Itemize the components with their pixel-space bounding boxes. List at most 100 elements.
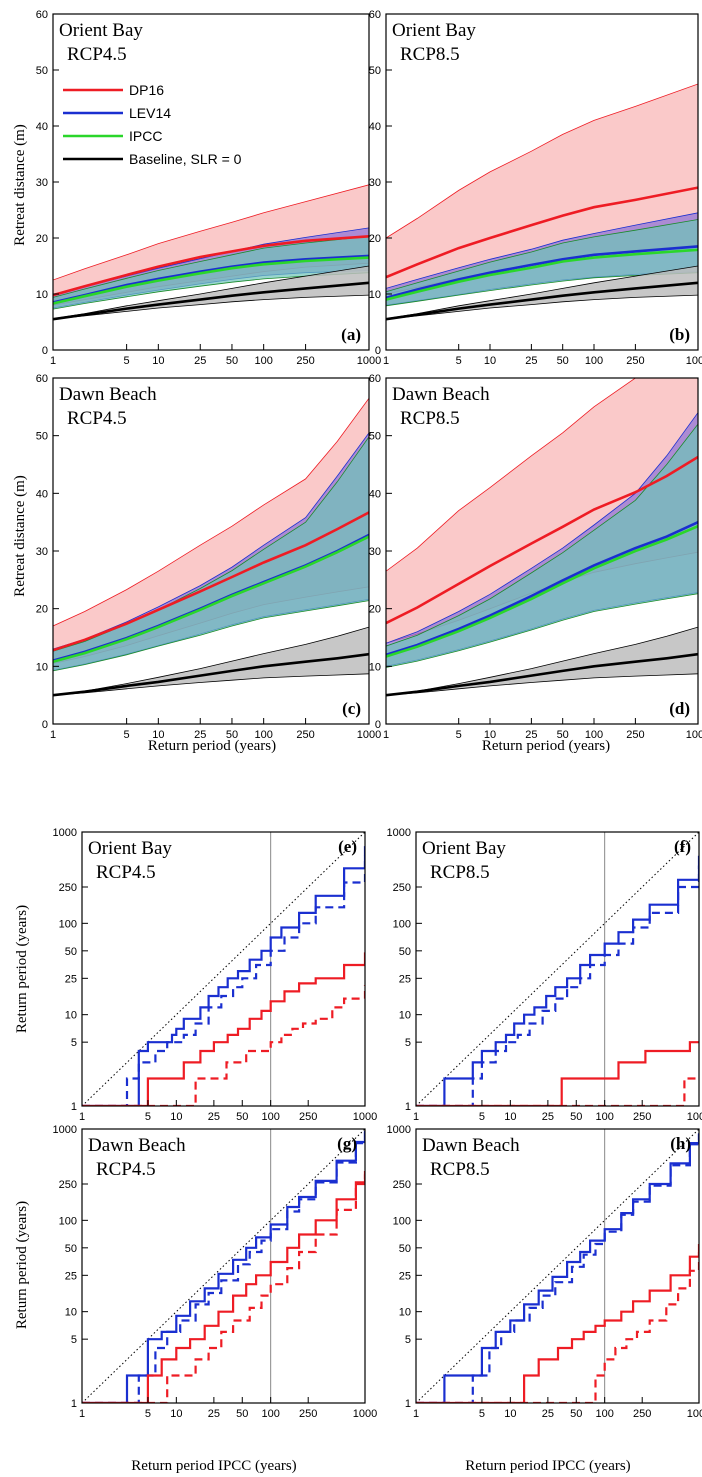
series-line-d-1: [386, 521, 698, 657]
series-line-g-0: [82, 1131, 365, 1403]
band-edge-d-3-low: [386, 673, 698, 696]
panel-d: 1 5 10 25 50 100 250 1000 0 10 20 30 40 50 60 Dawn Beac…: [369, 373, 702, 741]
band-edge-a-3-high: [53, 265, 369, 319]
ytick-label-f-5: 5: [405, 1037, 411, 1049]
xtick-label-b-250: 250: [626, 355, 644, 367]
xtick-label-h-1000: 1000: [687, 1408, 702, 1420]
xtick-label-a-25: 25: [194, 355, 206, 367]
band-edge-a-0-high: [53, 184, 369, 281]
panel-title-c: Dawn Beach: [59, 384, 157, 405]
xtick-label-d-250: 250: [626, 729, 644, 741]
xtick-label-g-5: 5: [145, 1408, 151, 1420]
ytick-label-c-10: 10: [36, 661, 48, 673]
xtick-label-g-1000: 1000: [353, 1408, 377, 1420]
ylabel-rp-e: Return period (years): [14, 905, 30, 1033]
xtick-label-b-50: 50: [557, 355, 569, 367]
axes-frame-h: [415, 1128, 700, 1404]
ytick-label-e-5: 5: [71, 1037, 77, 1049]
panel-title-g: Dawn Beach: [88, 1135, 186, 1156]
ytick-label-b-60: 60: [369, 9, 381, 21]
ytick-label-g-50: 50: [65, 1243, 77, 1255]
ytick-label-g-250: 250: [59, 1179, 77, 1191]
series-line-b-2: [386, 248, 698, 301]
xtick-label-e-25: 25: [208, 1111, 220, 1123]
series-line-f-2: [416, 1041, 699, 1106]
band-edge-b-0-high: [386, 83, 698, 239]
band-a-3: [53, 266, 369, 320]
ytick-label-h-25: 25: [399, 1270, 411, 1282]
xtick-label-g-100: 100: [261, 1408, 279, 1420]
xtick-label-c-1000: 1000: [357, 729, 381, 741]
xlabel-return-period-c: Return period (years): [148, 738, 276, 754]
xtick-label-e-100: 100: [261, 1111, 279, 1123]
xtick-label-h-5: 5: [479, 1408, 485, 1420]
ytick-label-a-50: 50: [36, 65, 48, 77]
xtick-label-d-100: 100: [585, 729, 603, 741]
legend-label-3: Baseline, SLR = 0: [129, 151, 242, 167]
series-line-c-0: [53, 511, 369, 652]
panel-title-b: Orient Bay: [392, 20, 476, 41]
ytick-label-e-1000: 1000: [53, 827, 77, 839]
band-edge-a-2-high: [53, 235, 369, 298]
ylabel-retreat-top: Retreat distance (m): [12, 124, 28, 246]
panel-label-c: (c): [342, 699, 361, 718]
plot-area-g: [82, 1129, 365, 1403]
xtick-label-d-1000: 1000: [686, 729, 702, 741]
reference-line-g: [82, 1129, 365, 1403]
series-line-c-2: [53, 535, 369, 663]
xtick-label-c-50: 50: [226, 729, 238, 741]
xtick-label-d-25: 25: [525, 729, 537, 741]
xtick-label-f-1: 1: [413, 1111, 419, 1123]
ytick-label-g-1: 1: [71, 1398, 77, 1410]
reference-line-e: [82, 832, 365, 1106]
ytick-label-a-30: 30: [36, 177, 48, 189]
xlabel-ipcc-g: Return period IPCC (years): [131, 1458, 296, 1474]
panel-label-a: (a): [341, 325, 361, 344]
ytick-label-e-100: 100: [59, 918, 77, 930]
panel-subtitle-g: RCP4.5: [96, 1159, 156, 1180]
xtick-label-d-1: 1: [383, 729, 389, 741]
ytick-label-f-100: 100: [393, 918, 411, 930]
ytick-label-d-60: 60: [369, 373, 381, 385]
series-line-g-1: [82, 1132, 365, 1403]
ytick-label-d-40: 40: [369, 488, 381, 500]
band-b-3: [386, 266, 698, 320]
xtick-label-f-5: 5: [479, 1111, 485, 1123]
ytick-label-b-0: 0: [375, 345, 381, 357]
series-line-d-3: [386, 652, 698, 697]
band-edge-c-3-low: [53, 673, 369, 696]
ytick-label-c-0: 0: [42, 719, 48, 731]
band-edge-b-3-low: [386, 294, 698, 320]
panel-e: 1 5 10 25 50 100 250 1000 1 5 10 25 50 100 250 1000 Orie…: [53, 827, 378, 1123]
xtick-label-e-50: 50: [236, 1111, 248, 1123]
ytick-label-g-10: 10: [65, 1307, 77, 1319]
xtick-label-b-5: 5: [456, 355, 462, 367]
ytick-label-g-100: 100: [59, 1215, 77, 1227]
xtick-label-h-25: 25: [542, 1408, 554, 1420]
panel-subtitle-a: RCP4.5: [67, 44, 127, 65]
panel-subtitle-h: RCP8.5: [430, 1159, 490, 1180]
band-edge-c-2-low: [53, 600, 369, 672]
ytick-label-h-250: 250: [393, 1179, 411, 1191]
panel-label-e: (e): [338, 837, 357, 856]
series-line-b-1: [386, 245, 698, 300]
band-edge-c-3-high: [53, 626, 369, 695]
panel-title-a: Orient Bay: [59, 20, 143, 41]
series-line-g-2: [82, 1174, 365, 1403]
xtick-label-h-10: 10: [504, 1408, 516, 1420]
xtick-label-e-250: 250: [299, 1111, 317, 1123]
xtick-label-g-25: 25: [208, 1408, 220, 1420]
xtick-label-a-100: 100: [254, 355, 272, 367]
panel-label-g: (g): [337, 1134, 357, 1153]
panel-title-h: Dawn Beach: [422, 1135, 520, 1156]
series-line-a-3: [53, 281, 369, 321]
xtick-label-g-50: 50: [236, 1408, 248, 1420]
xtick-label-b-1000: 1000: [686, 355, 702, 367]
ytick-label-b-10: 10: [369, 289, 381, 301]
xtick-label-f-10: 10: [504, 1111, 516, 1123]
ytick-label-h-1: 1: [405, 1398, 411, 1410]
panel-label-h: (h): [670, 1134, 691, 1153]
axes-frame-g: [81, 1128, 366, 1404]
